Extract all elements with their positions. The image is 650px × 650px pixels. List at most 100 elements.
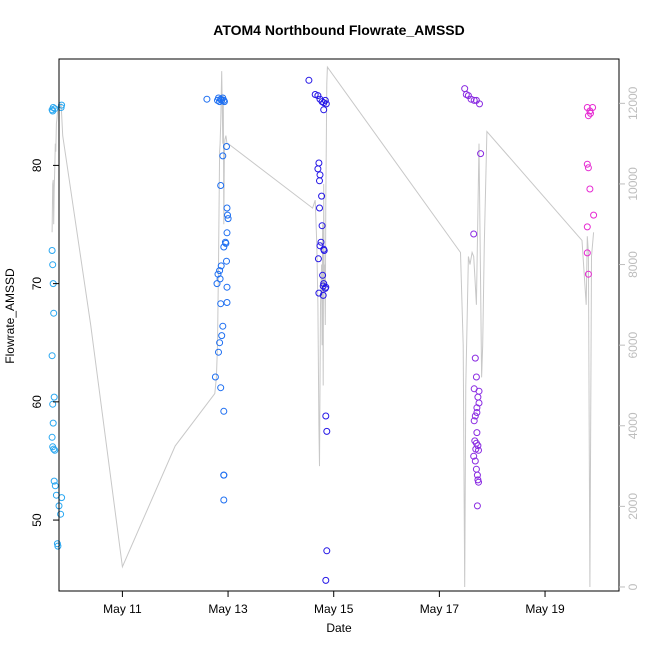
y-right-tick-label: 8000	[626, 251, 640, 278]
data-point	[211, 373, 219, 381]
data-point	[216, 267, 224, 275]
data-point	[314, 92, 322, 100]
data-point	[316, 204, 323, 212]
data-point	[473, 429, 481, 437]
data-point	[50, 445, 58, 453]
data-point	[49, 107, 57, 115]
data-point	[586, 185, 594, 193]
x-axis: May 11 May 13 May 15 May 17 May 19	[103, 591, 565, 616]
data-point	[220, 98, 228, 106]
y-right-tick-label: 12000	[626, 86, 640, 120]
data-point	[219, 152, 227, 160]
data-point	[475, 478, 482, 486]
plot-border	[58, 58, 620, 592]
data-point	[220, 407, 228, 415]
data-point	[51, 482, 59, 490]
data-point	[323, 547, 331, 555]
data-point	[217, 262, 225, 270]
data-point	[54, 542, 62, 550]
data-point	[217, 182, 225, 189]
data-point	[223, 229, 231, 237]
data-point	[224, 211, 231, 219]
data-point	[319, 271, 327, 279]
data-point	[320, 106, 328, 114]
data-point	[316, 177, 323, 185]
series-may-17	[461, 85, 485, 510]
data-point	[473, 404, 481, 412]
data-point	[224, 215, 232, 223]
data-point	[48, 433, 56, 441]
y-axis-title: Flowrate_AMSSD	[3, 268, 17, 364]
data-point	[318, 192, 326, 200]
data-point	[322, 412, 330, 420]
data-point	[470, 417, 478, 425]
data-point	[587, 109, 594, 117]
data-point	[318, 222, 326, 230]
data-point	[49, 400, 57, 408]
data-point	[470, 96, 478, 104]
y-right-tick-label: 0	[626, 583, 640, 590]
data-point	[48, 352, 56, 360]
data-point	[314, 255, 322, 263]
data-point	[223, 143, 230, 150]
x-tick-label: May 13	[208, 602, 248, 616]
y-axis-right: 0 2000 4000 6000 8000 10000 12000	[619, 86, 640, 590]
data-point	[321, 96, 329, 104]
data-point	[223, 299, 231, 306]
data-point	[470, 230, 478, 238]
data-point	[316, 242, 324, 250]
x-axis-title: Date	[326, 621, 352, 635]
y-tick-label: 70	[30, 277, 44, 291]
data-point	[319, 291, 327, 299]
data-point	[222, 239, 230, 247]
data-point	[217, 300, 225, 308]
data-point	[219, 322, 227, 330]
data-point	[203, 95, 211, 103]
series-line	[51, 65, 595, 588]
data-point	[471, 354, 479, 362]
series-may-10	[48, 101, 66, 550]
y-right-tick-label: 10000	[626, 167, 640, 201]
data-point	[584, 270, 592, 278]
series-may-19	[583, 104, 598, 278]
data-point	[473, 409, 481, 416]
data-point	[223, 283, 231, 291]
data-point	[589, 104, 597, 111]
series-may-14	[305, 76, 331, 584]
y-right-tick-label: 2000	[626, 493, 640, 520]
data-point	[583, 223, 591, 231]
data-point	[584, 164, 592, 172]
data-point	[49, 104, 57, 111]
data-point	[476, 100, 483, 108]
data-point	[57, 510, 65, 518]
data-point	[220, 243, 228, 251]
y-right-tick-label: 4000	[626, 412, 640, 439]
data-point	[584, 112, 592, 120]
data-point	[473, 502, 481, 510]
data-point	[223, 257, 230, 265]
data-point	[323, 427, 331, 435]
data-point	[318, 98, 326, 106]
y-tick-label: 60	[30, 395, 44, 409]
data-point	[583, 160, 591, 168]
data-point	[475, 446, 482, 454]
data-point	[305, 76, 313, 84]
data-point	[472, 373, 480, 381]
data-point	[322, 100, 330, 108]
data-point	[470, 452, 478, 460]
data-point	[471, 412, 479, 420]
data-point	[314, 165, 322, 173]
data-point	[215, 348, 222, 356]
data-point	[220, 496, 228, 504]
y-right-tick-label: 6000	[626, 331, 640, 358]
data-point	[471, 457, 479, 465]
x-tick-label: May 15	[314, 602, 354, 616]
flowrate-line-layer	[51, 65, 595, 588]
data-points-layer	[48, 76, 598, 584]
y-tick-label: 50	[30, 513, 44, 527]
data-point	[49, 419, 57, 427]
data-point	[216, 275, 224, 283]
data-point	[322, 576, 330, 584]
data-point	[50, 309, 58, 317]
x-tick-label: May 17	[420, 602, 460, 616]
